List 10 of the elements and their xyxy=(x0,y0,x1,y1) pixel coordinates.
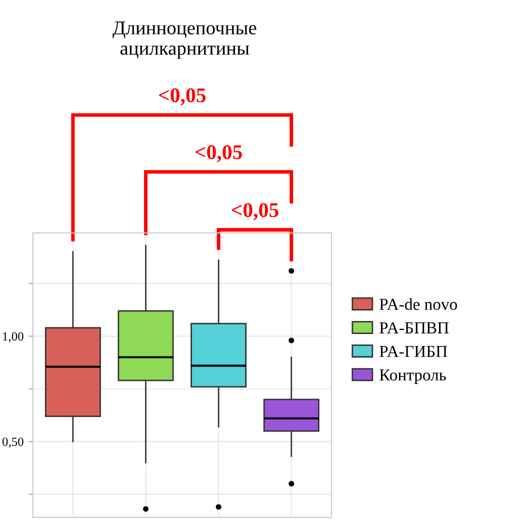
text: <0,05 xyxy=(195,145,242,162)
legend-label: Контроль xyxy=(380,370,446,384)
legend-label: PA-de novo xyxy=(380,298,457,310)
chart-title: Длинноцепочные ацилкарнитины xyxy=(112,22,256,59)
text: <0,05 xyxy=(232,203,278,220)
y-tick-label: 1,00 xyxy=(3,332,24,342)
y-tick-label: 0,50 xyxy=(2,438,24,448)
text: <0,05 xyxy=(159,88,206,106)
legend-label: PA-БПВП xyxy=(380,322,449,334)
legend-label: PA-ГИБП xyxy=(380,346,448,357)
